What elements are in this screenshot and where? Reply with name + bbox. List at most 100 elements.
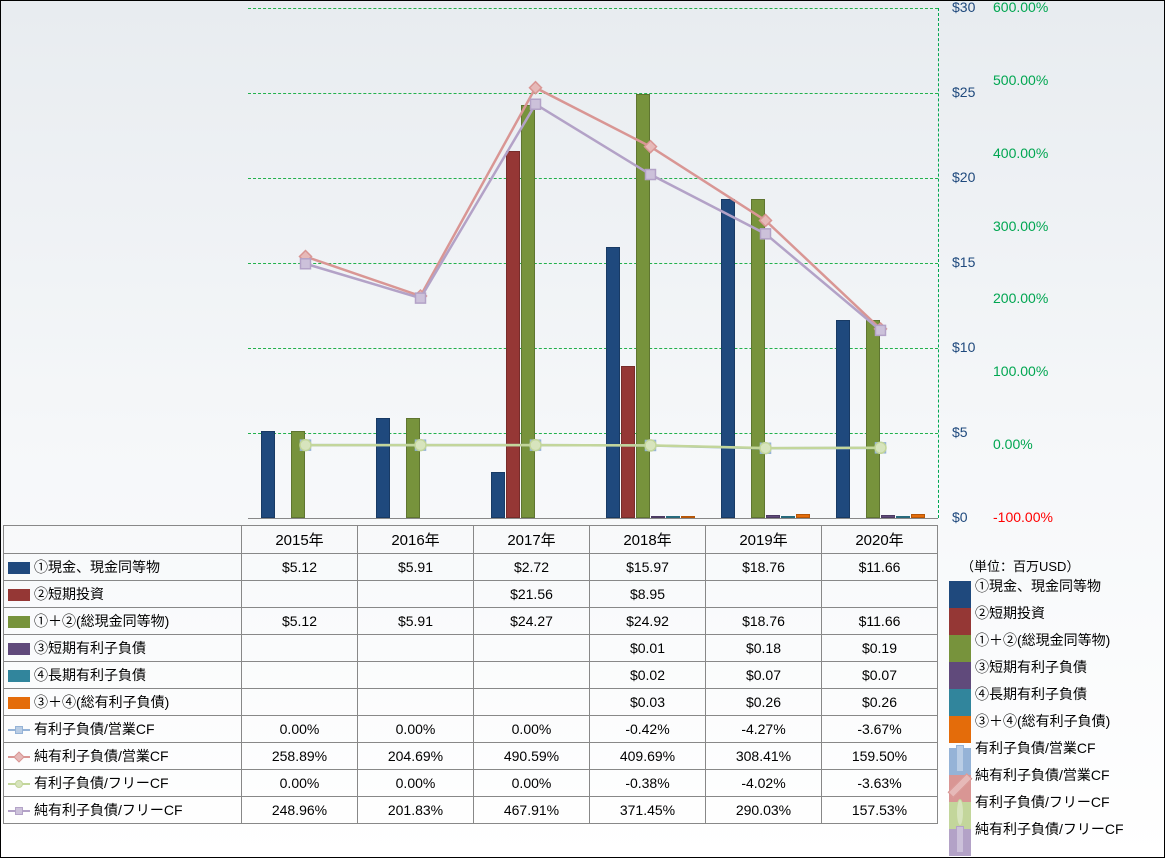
series-label: ①＋②(総現金同等物) (34, 613, 169, 629)
cell: 490.59% (474, 743, 590, 770)
bar-s3 (406, 418, 420, 518)
legend-item: ②短期投資 (947, 599, 1163, 626)
cell: $21.56 (474, 581, 590, 608)
cell: $24.27 (474, 608, 590, 635)
cell (474, 662, 590, 689)
legend-item: ③＋④(総有利子負債) (947, 707, 1163, 734)
bar-s3 (521, 105, 535, 518)
series-label: 純有利子負債/フリーCF (34, 802, 183, 818)
cell: 201.83% (358, 797, 474, 824)
bar-s1 (491, 472, 505, 518)
bar-s1 (376, 418, 390, 518)
bar-s1 (261, 431, 275, 518)
cell: $0.07 (706, 662, 822, 689)
table-row: 有利子負債/フリーCF0.00%0.00%0.00%-0.38%-4.02%-3… (4, 770, 938, 797)
bar-s5 (896, 516, 910, 518)
cell: 0.00% (474, 716, 590, 743)
cell: -3.67% (822, 716, 938, 743)
cell: 159.50% (822, 743, 938, 770)
table-row: ②短期投資$21.56$8.95 (4, 581, 938, 608)
series-label: ③短期有利子負債 (34, 640, 146, 656)
table-row: 有利子負債/営業CF0.00%0.00%0.00%-0.42%-4.27%-3.… (4, 716, 938, 743)
y2-tick: 300.00% (993, 218, 1048, 234)
series-label: ①現金、現金同等物 (34, 559, 160, 575)
cell (358, 635, 474, 662)
legend-item: ①＋②(総現金同等物) (947, 626, 1163, 653)
legend-item: 有利子負債/営業CF (947, 734, 1163, 761)
cell: $2.72 (474, 554, 590, 581)
cell: $18.76 (706, 608, 822, 635)
plot-area (248, 8, 938, 518)
bar-s5 (781, 516, 795, 518)
cell: $5.91 (358, 608, 474, 635)
secondary-y-axis: -100.00%0.00%100.00%200.00%300.00%400.00… (991, 3, 1066, 553)
bar-s4 (881, 515, 895, 518)
cell (822, 581, 938, 608)
cell: $8.95 (590, 581, 706, 608)
series-label: ③＋④(総有利子負債) (34, 694, 169, 710)
y1-tick: $30 (952, 0, 975, 15)
bar-s2 (621, 366, 635, 518)
cell: $0.26 (822, 689, 938, 716)
cell: -4.02% (706, 770, 822, 797)
cell: $11.66 (822, 554, 938, 581)
table-row: ③＋④(総有利子負債)$0.03$0.26$0.26 (4, 689, 938, 716)
series-label: 有利子負債/フリーCF (34, 775, 169, 791)
y2-tick: -100.00% (993, 509, 1053, 525)
table-row: 純有利子負債/フリーCF248.96%201.83%467.91%371.45%… (4, 797, 938, 824)
cell: $0.26 (706, 689, 822, 716)
cell: $0.18 (706, 635, 822, 662)
bar-s6 (796, 514, 810, 518)
cell: 204.69% (358, 743, 474, 770)
y1-tick: $15 (952, 254, 975, 270)
series-label: 有利子負債/営業CF (34, 721, 155, 737)
bar-s1 (606, 247, 620, 518)
legend: ①現金、現金同等物②短期投資①＋②(総現金同等物)③短期有利子負債④長期有利子負… (947, 547, 1163, 842)
series-label: ④長期有利子負債 (34, 667, 146, 683)
bar-s4 (651, 516, 665, 518)
data-table: 2015年2016年2017年2018年2019年2020年①現金、現金同等物$… (3, 525, 938, 824)
primary-y-axis: $0$5$10$15$20$25$30 (948, 3, 988, 527)
cell (242, 581, 358, 608)
bar-s3 (866, 320, 880, 518)
cell: 157.53% (822, 797, 938, 824)
legend-item: ①現金、現金同等物 (947, 572, 1163, 599)
cell: 308.41% (706, 743, 822, 770)
table-row: ①現金、現金同等物$5.12$5.91$2.72$15.97$18.76$11.… (4, 554, 938, 581)
bar-s4 (766, 515, 780, 518)
legend-item: ④長期有利子負債 (947, 680, 1163, 707)
cell: 258.89% (242, 743, 358, 770)
cell: 409.69% (590, 743, 706, 770)
cell (358, 581, 474, 608)
bar-s1 (721, 199, 735, 518)
cell (242, 635, 358, 662)
series-label: 純有利子負債/営業CF (34, 748, 169, 764)
cell (474, 689, 590, 716)
y2-tick: 400.00% (993, 145, 1048, 161)
cell: 467.91% (474, 797, 590, 824)
y1-tick: $25 (952, 84, 975, 100)
cell: $0.03 (590, 689, 706, 716)
y1-tick: $0 (952, 509, 968, 525)
cell: $5.12 (242, 608, 358, 635)
cell (474, 635, 590, 662)
cell: $24.92 (590, 608, 706, 635)
y2-tick: 200.00% (993, 290, 1048, 306)
cell: $0.19 (822, 635, 938, 662)
cell: 0.00% (242, 770, 358, 797)
cell: $0.07 (822, 662, 938, 689)
cell: $0.02 (590, 662, 706, 689)
cell: 0.00% (358, 716, 474, 743)
y1-tick: $20 (952, 169, 975, 185)
cell (242, 689, 358, 716)
chart-container: $0$5$10$15$20$25$30 -100.00%0.00%100.00%… (0, 0, 1165, 858)
cell: $18.76 (706, 554, 822, 581)
cell: 0.00% (358, 770, 474, 797)
table-row: ④長期有利子負債$0.02$0.07$0.07 (4, 662, 938, 689)
legend-item: 有利子負債/フリーCF (947, 788, 1163, 815)
cell: -3.63% (822, 770, 938, 797)
table-row: 純有利子負債/営業CF 258.89%204.69%490.59%409.69%3… (4, 743, 938, 770)
table-row: ③短期有利子負債$0.01$0.18$0.19 (4, 635, 938, 662)
cell: 0.00% (242, 716, 358, 743)
cell (358, 662, 474, 689)
